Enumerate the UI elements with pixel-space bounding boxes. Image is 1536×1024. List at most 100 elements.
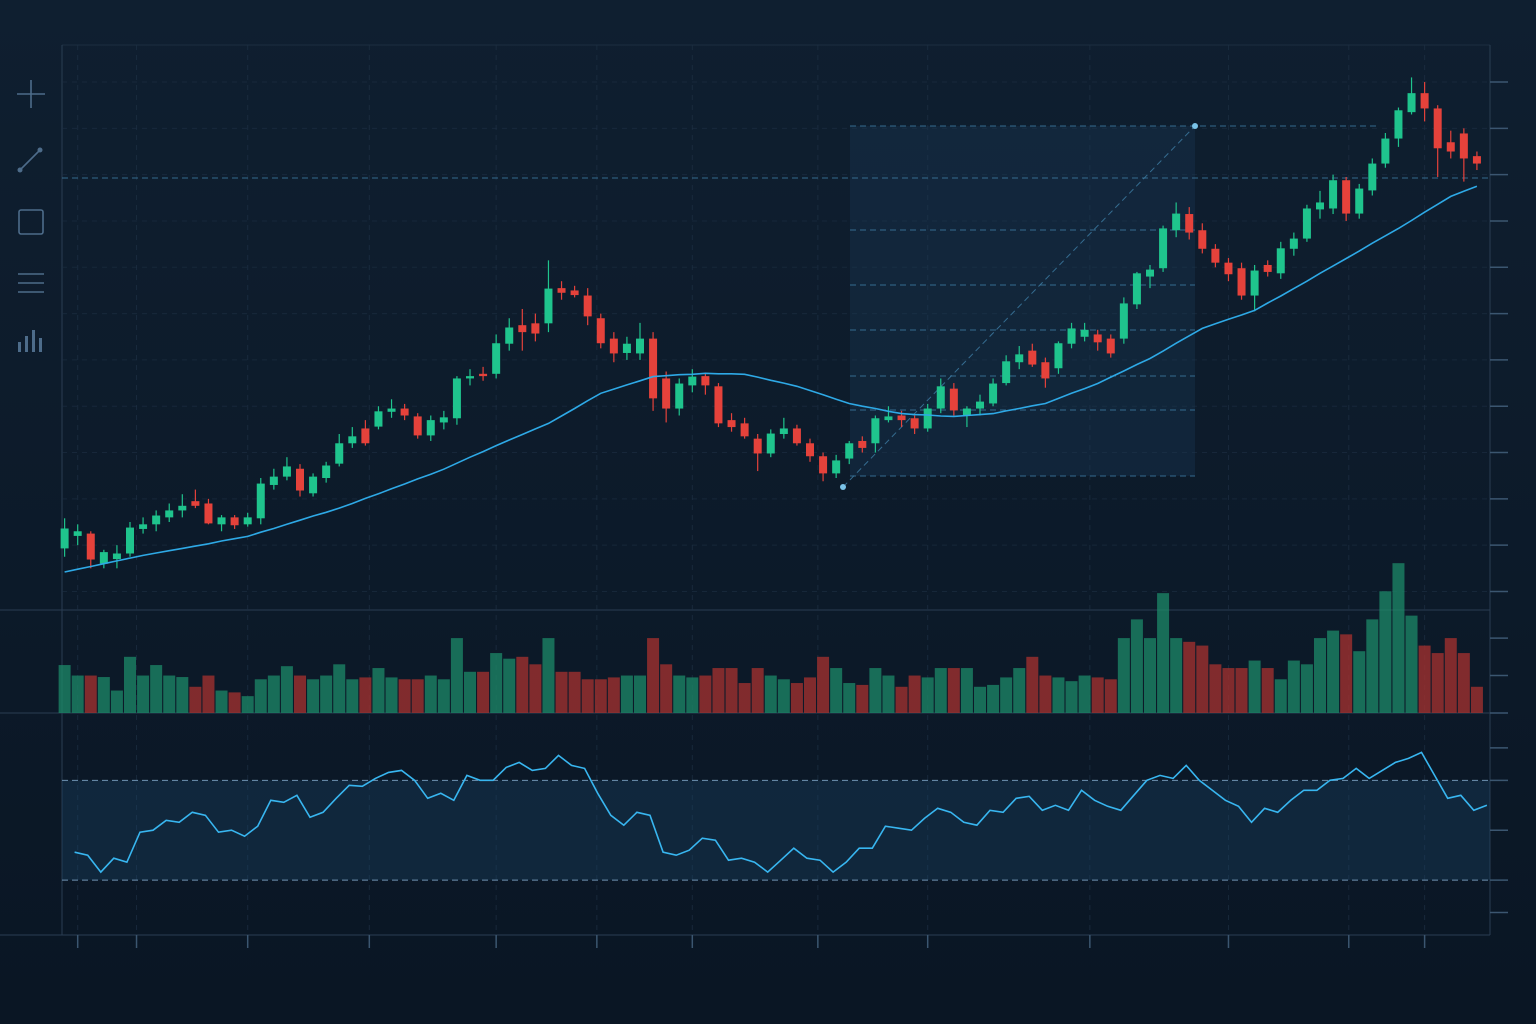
candle-body [910, 418, 919, 429]
candle-body [1420, 93, 1429, 109]
indicator-tool[interactable] [18, 330, 42, 352]
volume-bar [529, 664, 542, 713]
candle-body [531, 323, 540, 334]
volume-bar [320, 675, 333, 713]
volume-bar [960, 668, 973, 713]
volume-bar [267, 675, 280, 713]
menu-tool[interactable] [18, 273, 44, 293]
candle-body [1159, 228, 1168, 269]
volume-bar [110, 690, 123, 713]
candle-body [1394, 110, 1403, 139]
candle-body [243, 517, 252, 525]
volume-bar [228, 692, 241, 713]
candle-body [348, 436, 357, 444]
candle-body [152, 515, 161, 525]
volume-bar [594, 679, 607, 713]
volume-bar [1457, 653, 1470, 713]
volume-bar [1183, 641, 1196, 713]
candle-body [217, 517, 226, 525]
candle-body [1276, 248, 1285, 274]
candle-body [557, 288, 566, 293]
candle-body [165, 510, 174, 518]
candle-body [413, 416, 422, 436]
volume-bar [58, 665, 71, 713]
volume-bar [869, 668, 882, 713]
moving-average [64, 185, 1478, 573]
volume-bar [450, 638, 463, 713]
candle-body [740, 423, 749, 437]
volume-bar [764, 675, 777, 713]
crosshair-tool[interactable] [17, 80, 45, 108]
volume-bar [1287, 660, 1300, 713]
candle-body [335, 443, 344, 464]
candle-body [622, 343, 631, 353]
candle-body [178, 505, 187, 511]
candle-body [86, 533, 95, 560]
volume-bar [215, 690, 228, 713]
volume-bar [1065, 681, 1078, 713]
volume-bar [620, 675, 633, 713]
volume-bar [254, 679, 267, 713]
candle-body [675, 383, 684, 409]
volume-bar [882, 675, 895, 713]
candle-body [923, 408, 932, 429]
volume-bar [1405, 615, 1418, 713]
candle-body [505, 327, 514, 344]
volume-bar [189, 686, 202, 713]
volume-bar [1117, 638, 1130, 713]
volume-bar [1392, 563, 1405, 713]
volume-bar [634, 675, 646, 713]
volume-bar [1052, 677, 1065, 713]
volume-bar [751, 668, 764, 713]
volume-bar [804, 677, 816, 713]
volume-bar [790, 683, 803, 713]
candle-body [544, 288, 553, 324]
volume-bar [1379, 591, 1392, 713]
volume-bar [333, 664, 346, 713]
candle-body [1106, 338, 1115, 354]
candle-body [976, 401, 984, 409]
volume-bar [280, 666, 293, 713]
volume-bar [843, 683, 856, 713]
volume-bar [1470, 686, 1483, 713]
volume-bar [1248, 660, 1261, 713]
candle-body [1132, 273, 1141, 305]
volume-bar [1170, 638, 1183, 713]
candle-body [727, 420, 736, 428]
candle-body [806, 443, 814, 457]
volume-bar [307, 679, 320, 713]
volume-bar [398, 679, 411, 713]
volume-bar [712, 668, 725, 713]
volume-bar [921, 677, 934, 713]
candle-body [1316, 202, 1324, 210]
volume-bar [241, 696, 254, 713]
candle-body [570, 290, 579, 296]
candle-body [649, 338, 658, 399]
volume-bar [895, 686, 908, 713]
candle-body [1459, 133, 1468, 159]
frame [0, 44, 1491, 936]
candle-body [1342, 180, 1351, 214]
candle-body [845, 443, 854, 459]
candle-body [897, 415, 906, 421]
candle-body [1250, 270, 1259, 296]
volume-bar [1274, 679, 1287, 713]
rectangle-tool[interactable] [18, 209, 44, 235]
volume-bar [359, 677, 372, 713]
candle-body [1433, 108, 1442, 149]
volume-bar [1261, 668, 1274, 713]
volume-bar [385, 677, 398, 713]
candle-body [256, 483, 265, 519]
trendline-tool[interactable] [17, 147, 43, 173]
candle-body [1028, 350, 1037, 365]
volume-bar [908, 675, 921, 713]
candle-body [636, 338, 644, 354]
volume-bar [1353, 651, 1366, 713]
volume-bar [176, 677, 189, 713]
candle-body [439, 417, 448, 423]
candle-body [191, 501, 200, 506]
candle-body [1119, 303, 1128, 339]
candle-body [832, 460, 841, 474]
candle-body [1355, 188, 1364, 214]
volume-bar [1340, 634, 1353, 713]
